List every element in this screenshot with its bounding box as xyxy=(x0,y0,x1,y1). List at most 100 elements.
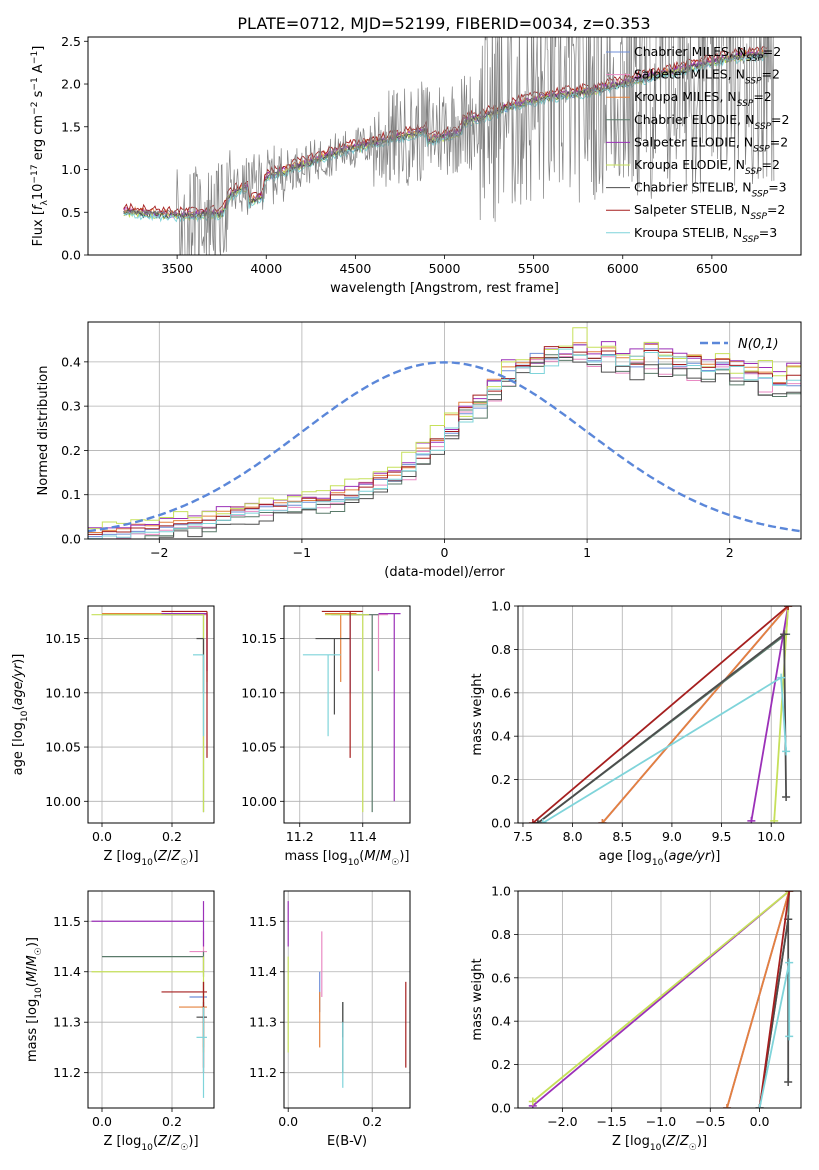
tick-label-y: 0.2 xyxy=(61,443,81,458)
x-axis-label: mass [log10(M/M☉)] xyxy=(285,849,410,868)
label-part: / xyxy=(167,1134,172,1149)
label-part: ( xyxy=(359,849,364,864)
mass-weight-marker xyxy=(782,792,791,801)
x-axis-label: Z [log10(Z/Z☉)] xyxy=(103,1134,198,1153)
label-part: 10 xyxy=(31,184,46,201)
legend-text: Kroupa STELIB, N xyxy=(634,225,742,240)
tick-label-x: −2.0 xyxy=(547,1114,577,1129)
label-part: ( xyxy=(25,982,40,987)
tick-label-x: 8.0 xyxy=(563,829,583,844)
mass-weight-line xyxy=(750,606,789,821)
tick-label-y: 0.0 xyxy=(491,1101,511,1116)
tick-label-x: 0.0 xyxy=(750,1114,770,1129)
tick-label-y: 0.8 xyxy=(491,642,511,657)
legend-suffix: =2 xyxy=(762,67,780,82)
label-part: Z xyxy=(666,1134,677,1149)
tick-label-x: 4000 xyxy=(250,261,282,276)
legend-subscript: SSP xyxy=(752,190,769,200)
label-part: Flux [ xyxy=(31,210,46,246)
label-part: −1 xyxy=(30,51,40,64)
label-part: Z xyxy=(157,849,168,864)
mass-weight-marker xyxy=(777,673,786,682)
axes-spectrum: 3500 4000 4500 5000 5500 6000 6500 0.0 0.5 1.0 1.5… xyxy=(30,34,802,296)
mass-weight-marker xyxy=(784,606,793,610)
legend-label: Chabrier STELIB, NSSP=3 xyxy=(634,180,787,200)
tick-label-y: 10.15 xyxy=(241,631,277,646)
tick-label-x: 3500 xyxy=(161,261,193,276)
label-part: λ xyxy=(40,200,50,206)
mass-weight-marker xyxy=(598,819,607,823)
label-part: / xyxy=(675,1134,680,1149)
label-part: )] xyxy=(710,849,720,864)
legend-text: Chabrier ELODIE, N xyxy=(634,112,754,127)
legend-subscript: SSP xyxy=(737,99,754,109)
x-axis-label: (data-model)/error xyxy=(384,565,505,580)
tick-label-y: 1.5 xyxy=(61,119,81,134)
axes-frame xyxy=(517,890,802,1109)
histogram-step xyxy=(88,356,801,539)
mass-weight-marker xyxy=(528,1097,537,1106)
legend-subscript: SSP xyxy=(753,144,770,154)
axes-mass_vs_ebv: 0.0 0.2 11.2 11.3 11.4 11.5 E(B-V) xyxy=(249,890,411,1149)
axes-frame xyxy=(87,321,802,540)
tick-label-y: 11.5 xyxy=(53,914,81,929)
tick-label-x: 7.5 xyxy=(513,829,533,844)
legend-label: Chabrier ELODIE, NSSP=2 xyxy=(634,112,789,132)
label-part: )] xyxy=(188,1134,198,1149)
tick-label-x: 4500 xyxy=(339,261,371,276)
tick-label-x: 8.5 xyxy=(612,829,632,844)
mass-weight-marker xyxy=(533,819,542,823)
legend-suffix: =2 xyxy=(770,134,788,149)
tick-label-y: 0.0 xyxy=(491,816,511,831)
legend-suffix: =2 xyxy=(763,44,781,59)
histogram-step xyxy=(88,346,801,535)
plot-area-age_vs_mass xyxy=(302,610,401,813)
label-part: )] xyxy=(697,1134,707,1149)
legend-text: Kroupa ELODIE, N xyxy=(634,157,745,172)
tick-label-y: 0.1 xyxy=(61,487,81,502)
tick-label-y: 2.5 xyxy=(61,34,81,49)
label-part: mass [log xyxy=(285,849,348,864)
tick-label-y: 11.2 xyxy=(53,1065,81,1080)
label-part: / xyxy=(167,849,172,864)
tick-label-x: 6000 xyxy=(607,261,639,276)
axes-frame xyxy=(87,36,802,256)
legend-suffix: =2 xyxy=(767,202,785,217)
mass-weight-line xyxy=(758,891,791,1108)
axes-mass_vs_Z: 0.0 0.211.211.311.411.5Z [log10(Z/Z☉)]mas… xyxy=(25,890,215,1153)
legend-text: Kroupa MILES, N xyxy=(634,89,737,104)
tick-label-x: 5000 xyxy=(429,261,461,276)
legend-suffix: =3 xyxy=(759,225,777,240)
histogram-step xyxy=(88,354,801,539)
label-part: ( xyxy=(11,705,26,710)
tick-label-x: −2 xyxy=(150,545,168,560)
legend-text: Chabrier STELIB, N xyxy=(634,180,752,195)
mass-weight-marker xyxy=(784,1077,793,1086)
mass-weight-marker xyxy=(782,747,791,756)
label-part: )] xyxy=(11,654,26,664)
plot-area-massweight_vs_age xyxy=(528,606,793,823)
legend-text: Salpeter MILES, N xyxy=(634,67,745,82)
tick-label-y: 0.6 xyxy=(491,685,511,700)
label-part: / xyxy=(376,849,381,864)
tick-label-y: 1.0 xyxy=(491,599,511,614)
label-part: ☉ xyxy=(689,1143,697,1153)
axes-age_vs_mass: 11.2 11.4 10.00 10.05 10.10 10.15 mass [log10(… xyxy=(241,605,411,868)
tick-label-x: 5500 xyxy=(518,261,550,276)
tick-label-y: 0.8 xyxy=(491,927,511,942)
mass-weight-marker xyxy=(747,816,756,823)
tick-label-x: 6500 xyxy=(696,261,728,276)
label-part: )] xyxy=(188,849,198,864)
tick-label-x: 11.4 xyxy=(349,829,377,844)
label-part: age/yr xyxy=(669,849,712,864)
label-part: 10 xyxy=(652,858,664,868)
label-part: −17 xyxy=(30,164,40,183)
tick-label-x: −1.5 xyxy=(596,1114,626,1129)
label-part: Z xyxy=(170,1134,181,1149)
label-part: 10 xyxy=(348,858,360,868)
y-axis-label: Normed distribution xyxy=(36,366,51,496)
label-part: 10 xyxy=(141,1143,153,1153)
legend-suffix: =2 xyxy=(771,112,789,127)
